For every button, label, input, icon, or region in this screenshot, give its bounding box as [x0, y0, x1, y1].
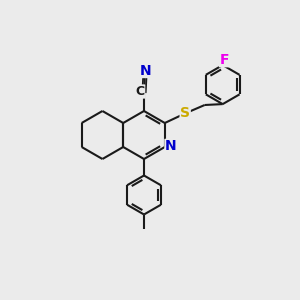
Text: C: C [136, 85, 145, 98]
Text: S: S [180, 106, 190, 120]
Text: N: N [140, 64, 152, 77]
Text: N: N [165, 140, 177, 153]
Text: F: F [219, 53, 229, 67]
